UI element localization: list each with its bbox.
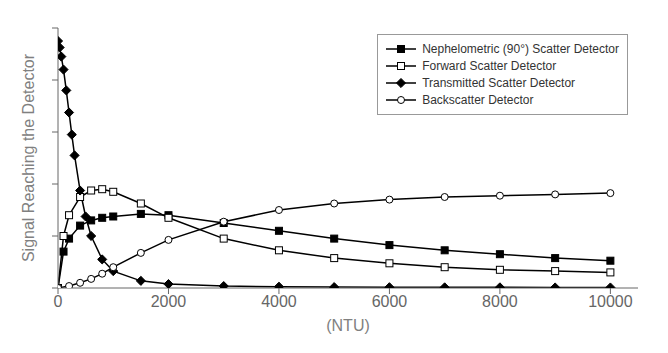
svg-text:0: 0 (54, 293, 63, 310)
svg-text:8000: 8000 (482, 293, 518, 310)
svg-text:10000: 10000 (588, 293, 633, 310)
svg-text:4000: 4000 (261, 293, 297, 310)
svg-text:(NTU): (NTU) (326, 317, 370, 334)
svg-text:2000: 2000 (151, 293, 187, 310)
svg-text:Signal Reaching the Detector: Signal Reaching the Detector (20, 53, 37, 262)
html-text:Nephelometric (90°) Scatter De: Nephelometric (90°) Scatter Detector (422, 42, 619, 56)
svg-text:6000: 6000 (372, 293, 408, 310)
html-text:Forward Scatter Detector: Forward Scatter Detector (422, 59, 557, 73)
html-text:Transmitted Scatter Detector: Transmitted Scatter Detector (422, 76, 576, 90)
html-text:Backscatter Detector: Backscatter Detector (422, 93, 534, 107)
